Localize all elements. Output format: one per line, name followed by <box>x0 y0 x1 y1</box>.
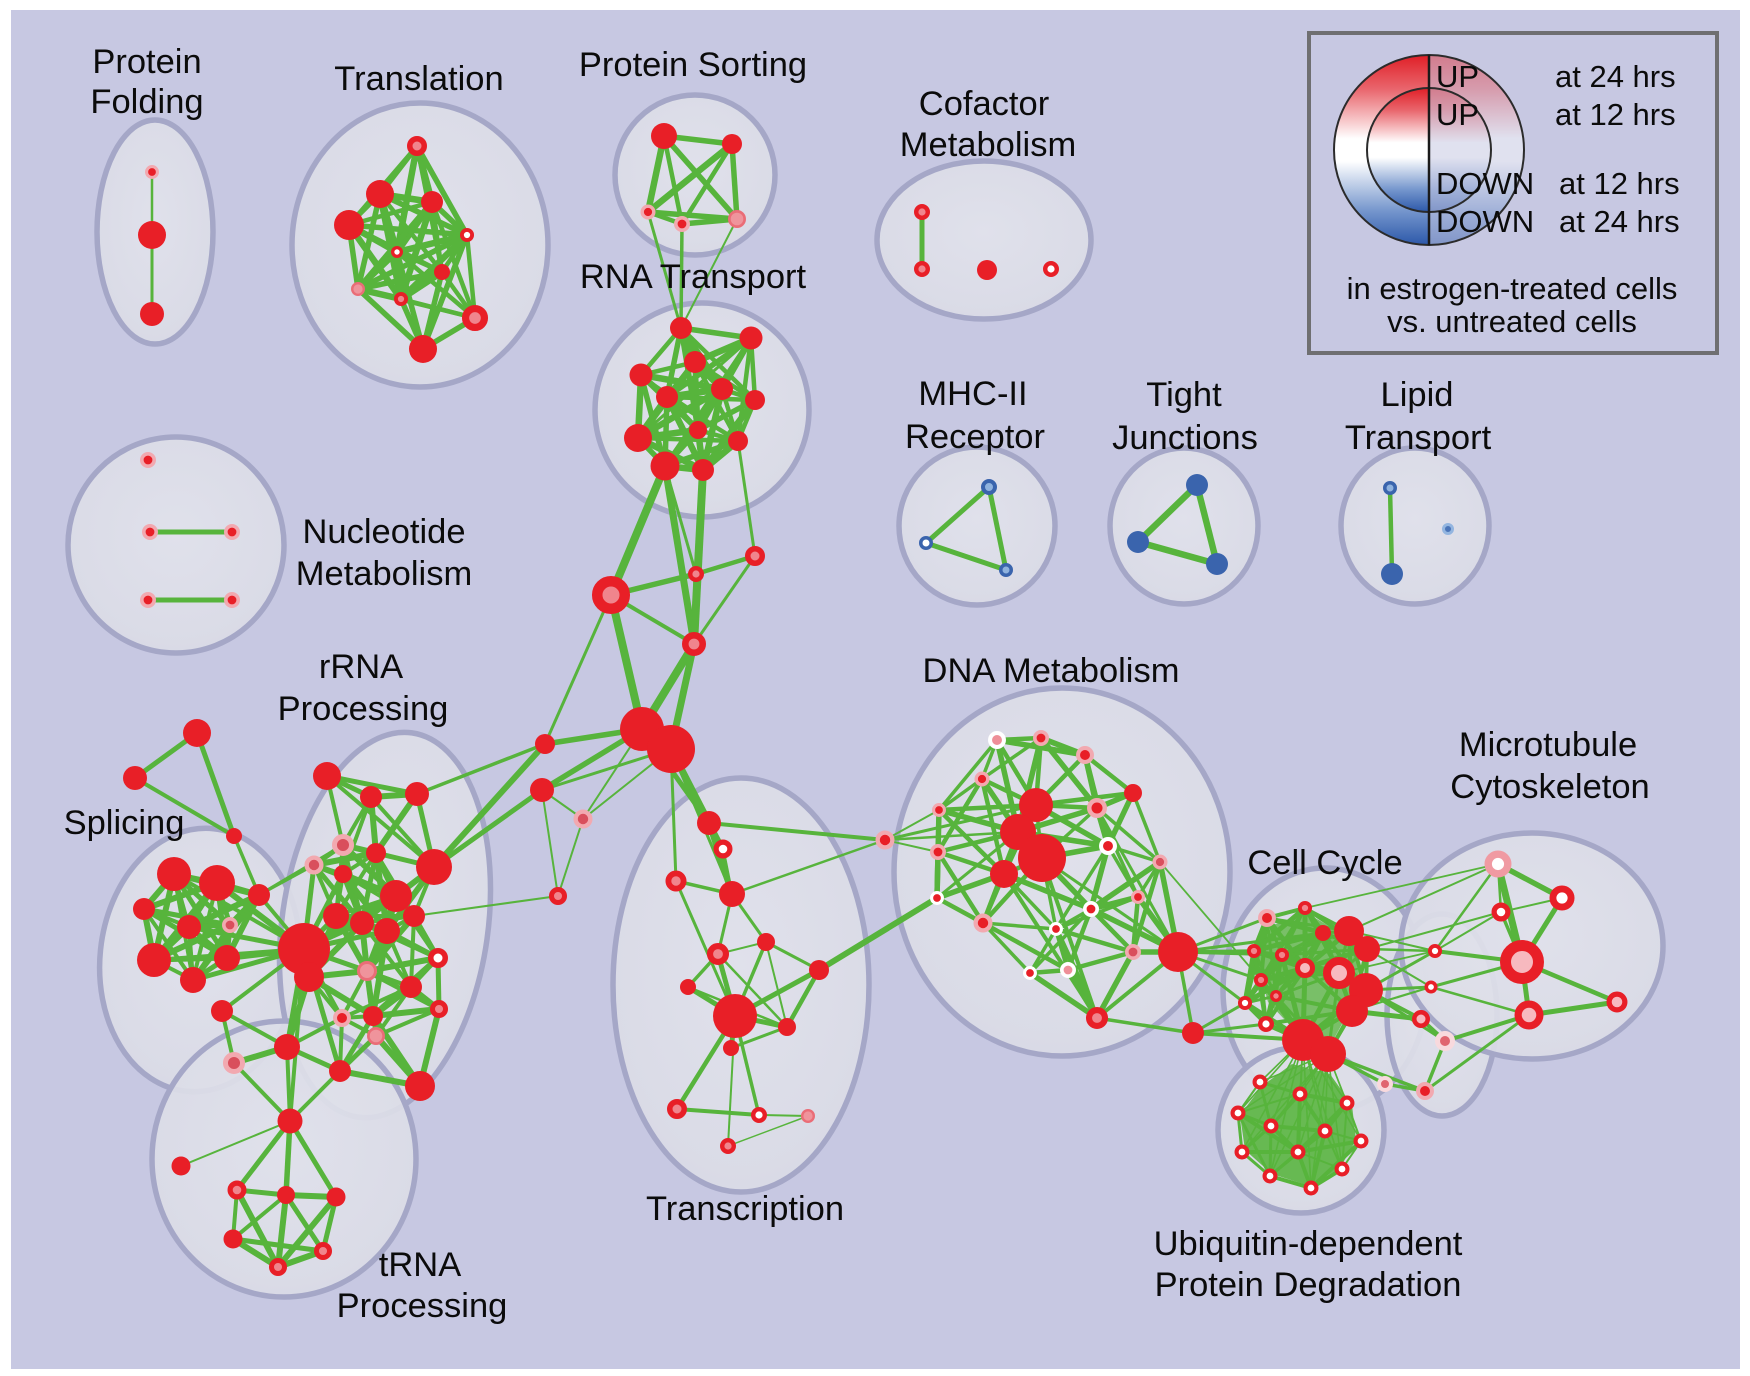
svg-text:Receptor: Receptor <box>905 418 1045 456</box>
svg-text:at 12 hrs: at 12 hrs <box>1559 166 1680 201</box>
svg-text:RNA Transport: RNA Transport <box>580 258 807 296</box>
svg-text:in estrogen-treated cells: in estrogen-treated cells <box>1347 271 1678 306</box>
svg-text:Cell Cycle: Cell Cycle <box>1247 844 1402 882</box>
svg-text:vs. untreated cells: vs. untreated cells <box>1387 304 1637 339</box>
svg-text:Transport: Transport <box>1345 419 1492 457</box>
svg-text:Lipid: Lipid <box>1381 376 1454 414</box>
svg-text:at 24 hrs: at 24 hrs <box>1555 59 1676 94</box>
svg-text:tRNA: tRNA <box>379 1246 461 1284</box>
svg-text:Translation: Translation <box>334 60 503 98</box>
svg-text:Processing: Processing <box>278 690 449 728</box>
svg-text:Processing: Processing <box>337 1287 508 1325</box>
svg-text:Cofactor: Cofactor <box>919 85 1049 123</box>
svg-text:UP: UP <box>1436 59 1479 94</box>
svg-text:at 12 hrs: at 12 hrs <box>1555 97 1676 132</box>
svg-text:Microtubule: Microtubule <box>1459 726 1637 764</box>
svg-text:Splicing: Splicing <box>64 804 185 842</box>
svg-text:Cytoskeleton: Cytoskeleton <box>1450 768 1649 806</box>
svg-text:Tight: Tight <box>1146 376 1222 414</box>
svg-text:DNA Metabolism: DNA Metabolism <box>923 652 1180 690</box>
svg-text:Metabolism: Metabolism <box>900 126 1076 164</box>
svg-text:at 24 hrs: at 24 hrs <box>1559 204 1680 239</box>
svg-text:Protein: Protein <box>92 43 201 81</box>
svg-text:Folding: Folding <box>90 83 203 121</box>
svg-text:Transcription: Transcription <box>646 1190 844 1228</box>
svg-text:Ubiquitin-dependent: Ubiquitin-dependent <box>1154 1225 1463 1263</box>
svg-text:MHC-II: MHC-II <box>918 375 1027 413</box>
svg-text:Protein Sorting: Protein Sorting <box>579 46 807 84</box>
svg-text:Protein Degradation: Protein Degradation <box>1155 1266 1462 1304</box>
svg-text:Metabolism: Metabolism <box>296 555 472 593</box>
svg-text:Junctions: Junctions <box>1112 419 1258 457</box>
svg-text:rRNA: rRNA <box>319 648 403 686</box>
svg-text:DOWN: DOWN <box>1436 166 1534 201</box>
svg-text:DOWN: DOWN <box>1436 204 1534 239</box>
svg-text:Nucleotide: Nucleotide <box>302 513 465 551</box>
svg-text:UP: UP <box>1436 97 1479 132</box>
